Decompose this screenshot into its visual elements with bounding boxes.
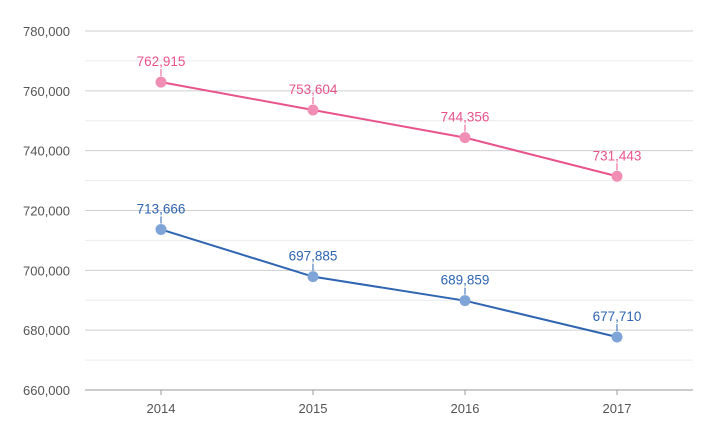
data-label: 762,915 bbox=[137, 54, 186, 69]
x-tick-label: 2014 bbox=[147, 401, 176, 416]
x-tick-label: 2015 bbox=[299, 401, 328, 416]
data-label: 697,885 bbox=[289, 249, 338, 264]
data-label: 713,666 bbox=[137, 201, 186, 216]
data-point[interactable] bbox=[611, 170, 623, 182]
data-label: 689,859 bbox=[441, 273, 490, 288]
data-label: 744,356 bbox=[441, 110, 490, 125]
x-tick-label: 2017 bbox=[603, 401, 632, 416]
y-tick-label: 700,000 bbox=[23, 263, 70, 278]
data-point[interactable] bbox=[307, 271, 319, 283]
y-tick-label: 720,000 bbox=[23, 204, 70, 219]
series-group: 762,915 753,604 744,356 731,443 713,666 697,8… bbox=[137, 54, 642, 343]
y-tick-label: 680,000 bbox=[23, 323, 70, 338]
data-point[interactable] bbox=[307, 104, 319, 116]
x-tick-label: 2016 bbox=[451, 401, 480, 416]
data-point[interactable] bbox=[459, 295, 471, 307]
data-point[interactable] bbox=[155, 76, 167, 88]
gridlines bbox=[85, 30, 693, 391]
data-label: 753,604 bbox=[289, 82, 338, 97]
data-label: 677,710 bbox=[593, 309, 642, 324]
y-tick-label: 740,000 bbox=[23, 144, 70, 159]
data-point[interactable] bbox=[459, 132, 471, 144]
y-tick-label: 780,000 bbox=[23, 24, 70, 39]
y-tick-label: 760,000 bbox=[23, 84, 70, 99]
series-line bbox=[160, 228, 618, 338]
data-point[interactable] bbox=[155, 223, 167, 235]
data-label: 731,443 bbox=[593, 148, 642, 163]
x-axis: 2014 2015 2016 2017 bbox=[147, 390, 632, 416]
y-tick-label: 660,000 bbox=[23, 383, 70, 398]
data-point[interactable] bbox=[611, 331, 623, 343]
y-axis: 660,000 680,000 700,000 720,000 740,000 760,0… bbox=[23, 24, 70, 398]
series-line bbox=[160, 81, 618, 178]
